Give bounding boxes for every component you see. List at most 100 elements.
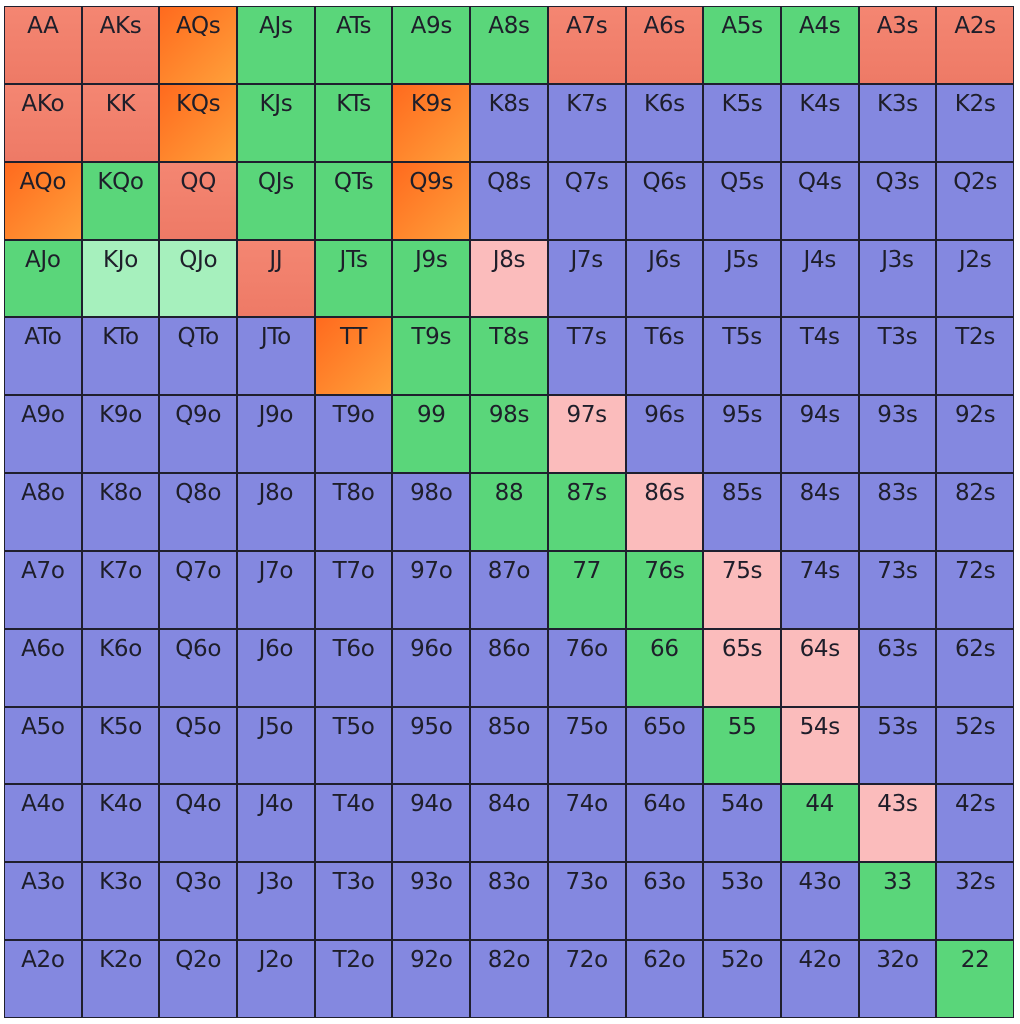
- hand-cell-k9s[interactable]: K9s: [393, 84, 470, 161]
- hand-cell-j8o[interactable]: J8o: [238, 474, 314, 550]
- hand-cell-j2o[interactable]: J2o: [238, 941, 314, 1017]
- hand-cell-k4s[interactable]: K4s: [781, 84, 858, 161]
- hand-cell-73o[interactable]: 73o: [548, 863, 625, 940]
- hand-cell-54s[interactable]: 54s: [781, 707, 858, 784]
- hand-cell-qto[interactable]: QTo: [160, 318, 237, 395]
- hand-cell-j4s[interactable]: J4s: [781, 240, 858, 317]
- hand-cell-a7s[interactable]: A7s: [548, 7, 625, 83]
- hand-cell-a8s[interactable]: A8s: [471, 7, 547, 83]
- hand-cell-84s[interactable]: 84s: [781, 474, 858, 550]
- hand-cell-q4s[interactable]: Q4s: [781, 162, 858, 239]
- hand-cell-a6s[interactable]: A6s: [626, 7, 703, 83]
- hand-cell-97s[interactable]: 97s: [548, 396, 625, 473]
- hand-cell-98o[interactable]: 98o: [393, 474, 470, 550]
- hand-cell-j3o[interactable]: J3o: [238, 863, 314, 940]
- hand-cell-a2s[interactable]: A2s: [937, 7, 1013, 83]
- hand-cell-62s[interactable]: 62s: [937, 629, 1013, 706]
- hand-cell-q9o[interactable]: Q9o: [160, 396, 237, 473]
- hand-cell-92o[interactable]: 92o: [393, 941, 470, 1017]
- hand-cell-44[interactable]: 44: [781, 785, 858, 862]
- hand-cell-96s[interactable]: 96s: [626, 396, 703, 473]
- hand-cell-kqo[interactable]: KQo: [82, 162, 159, 239]
- hand-cell-93s[interactable]: 93s: [859, 396, 936, 473]
- hand-cell-q9s[interactable]: Q9s: [393, 162, 470, 239]
- hand-cell-t4o[interactable]: T4o: [315, 785, 392, 862]
- hand-cell-t5o[interactable]: T5o: [315, 707, 392, 784]
- hand-cell-k3o[interactable]: K3o: [82, 863, 159, 940]
- hand-cell-j7o[interactable]: J7o: [238, 551, 314, 628]
- hand-cell-j5s[interactable]: J5s: [704, 240, 780, 317]
- hand-cell-t7o[interactable]: T7o: [315, 551, 392, 628]
- hand-cell-ajo[interactable]: AJo: [5, 240, 81, 317]
- hand-cell-j9s[interactable]: J9s: [393, 240, 470, 317]
- hand-cell-aa[interactable]: AA: [5, 7, 81, 83]
- hand-cell-63o[interactable]: 63o: [626, 863, 703, 940]
- hand-cell-55[interactable]: 55: [704, 707, 780, 784]
- hand-cell-42s[interactable]: 42s: [937, 785, 1013, 862]
- hand-cell-k9o[interactable]: K9o: [82, 396, 159, 473]
- hand-cell-93o[interactable]: 93o: [393, 863, 470, 940]
- hand-cell-97o[interactable]: 97o: [393, 551, 470, 628]
- hand-cell-42o[interactable]: 42o: [781, 941, 858, 1017]
- hand-cell-tt[interactable]: TT: [315, 318, 392, 395]
- hand-cell-43s[interactable]: 43s: [859, 785, 936, 862]
- hand-cell-q5s[interactable]: Q5s: [704, 162, 780, 239]
- hand-cell-ats[interactable]: ATs: [315, 7, 392, 83]
- hand-cell-qts[interactable]: QTs: [315, 162, 392, 239]
- hand-cell-85s[interactable]: 85s: [704, 474, 780, 550]
- hand-cell-q3s[interactable]: Q3s: [859, 162, 936, 239]
- hand-cell-87s[interactable]: 87s: [548, 474, 625, 550]
- hand-cell-k6s[interactable]: K6s: [626, 84, 703, 161]
- hand-cell-87o[interactable]: 87o: [471, 551, 547, 628]
- hand-cell-22[interactable]: 22: [937, 941, 1013, 1017]
- hand-cell-65o[interactable]: 65o: [626, 707, 703, 784]
- hand-cell-65s[interactable]: 65s: [704, 629, 780, 706]
- hand-cell-32o[interactable]: 32o: [859, 941, 936, 1017]
- hand-cell-q2s[interactable]: Q2s: [937, 162, 1013, 239]
- hand-cell-96o[interactable]: 96o: [393, 629, 470, 706]
- hand-cell-a3s[interactable]: A3s: [859, 7, 936, 83]
- hand-cell-86o[interactable]: 86o: [471, 629, 547, 706]
- hand-cell-j2s[interactable]: J2s: [937, 240, 1013, 317]
- hand-cell-t3s[interactable]: T3s: [859, 318, 936, 395]
- hand-cell-kqs[interactable]: KQs: [160, 84, 237, 161]
- hand-cell-62o[interactable]: 62o: [626, 941, 703, 1017]
- hand-cell-t3o[interactable]: T3o: [315, 863, 392, 940]
- hand-cell-j5o[interactable]: J5o: [238, 707, 314, 784]
- hand-cell-k8s[interactable]: K8s: [471, 84, 547, 161]
- hand-cell-k7o[interactable]: K7o: [82, 551, 159, 628]
- hand-cell-72s[interactable]: 72s: [937, 551, 1013, 628]
- hand-cell-a2o[interactable]: A2o: [5, 941, 81, 1017]
- hand-cell-j8s[interactable]: J8s: [471, 240, 547, 317]
- hand-cell-63s[interactable]: 63s: [859, 629, 936, 706]
- hand-cell-q5o[interactable]: Q5o: [160, 707, 237, 784]
- hand-cell-kjs[interactable]: KJs: [238, 84, 314, 161]
- hand-cell-33[interactable]: 33: [859, 863, 936, 940]
- hand-cell-74o[interactable]: 74o: [548, 785, 625, 862]
- hand-cell-qjo[interactable]: QJo: [160, 240, 237, 317]
- hand-cell-kjo[interactable]: KJo: [82, 240, 159, 317]
- hand-cell-jj[interactable]: JJ: [238, 240, 314, 317]
- hand-cell-52s[interactable]: 52s: [937, 707, 1013, 784]
- hand-cell-53s[interactable]: 53s: [859, 707, 936, 784]
- hand-cell-k3s[interactable]: K3s: [859, 84, 936, 161]
- hand-cell-t4s[interactable]: T4s: [781, 318, 858, 395]
- hand-cell-83s[interactable]: 83s: [859, 474, 936, 550]
- hand-cell-53o[interactable]: 53o: [704, 863, 780, 940]
- hand-cell-a7o[interactable]: A7o: [5, 551, 81, 628]
- hand-cell-ato[interactable]: ATo: [5, 318, 81, 395]
- hand-cell-j6o[interactable]: J6o: [238, 629, 314, 706]
- hand-cell-qjs[interactable]: QJs: [238, 162, 314, 239]
- hand-cell-77[interactable]: 77: [548, 551, 625, 628]
- hand-cell-jto[interactable]: JTo: [238, 318, 314, 395]
- hand-cell-k4o[interactable]: K4o: [82, 785, 159, 862]
- hand-cell-t2o[interactable]: T2o: [315, 941, 392, 1017]
- hand-cell-ajs[interactable]: AJs: [238, 7, 314, 83]
- hand-cell-t7s[interactable]: T7s: [548, 318, 625, 395]
- hand-cell-j7s[interactable]: J7s: [548, 240, 625, 317]
- hand-cell-83o[interactable]: 83o: [471, 863, 547, 940]
- hand-cell-kk[interactable]: KK: [82, 84, 159, 161]
- hand-cell-k8o[interactable]: K8o: [82, 474, 159, 550]
- hand-cell-85o[interactable]: 85o: [471, 707, 547, 784]
- hand-cell-k6o[interactable]: K6o: [82, 629, 159, 706]
